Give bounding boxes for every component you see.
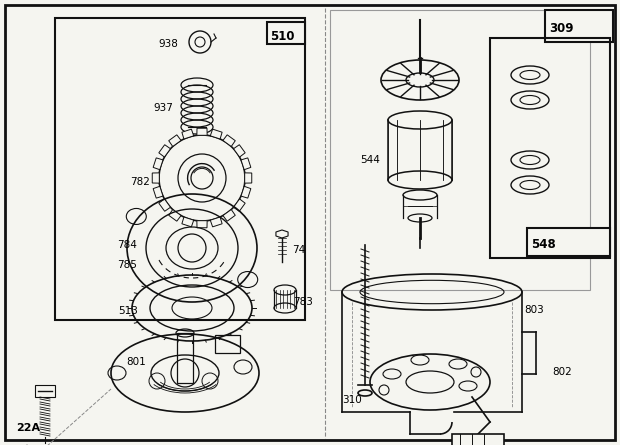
- Polygon shape: [210, 129, 222, 139]
- Polygon shape: [197, 128, 207, 135]
- Bar: [35, 385, 55, 397]
- Text: 310: 310: [342, 395, 361, 405]
- Text: 937: 937: [153, 103, 173, 113]
- Polygon shape: [234, 145, 245, 157]
- Bar: [527, 228, 610, 256]
- Text: 783: 783: [293, 297, 313, 307]
- Bar: [452, 434, 504, 445]
- Polygon shape: [276, 230, 288, 238]
- Text: 801: 801: [126, 357, 146, 367]
- Text: eReplacementParts.com: eReplacementParts.com: [216, 215, 404, 231]
- Text: 802: 802: [552, 367, 572, 377]
- Polygon shape: [182, 129, 193, 139]
- Text: 938: 938: [158, 39, 178, 49]
- Polygon shape: [182, 217, 193, 227]
- Text: 782: 782: [130, 177, 150, 187]
- Polygon shape: [241, 186, 251, 198]
- Polygon shape: [169, 135, 181, 146]
- Polygon shape: [223, 135, 235, 146]
- Text: 785: 785: [117, 260, 137, 270]
- Ellipse shape: [358, 390, 372, 396]
- Bar: [490, 38, 610, 258]
- Text: 548: 548: [531, 238, 556, 251]
- Polygon shape: [153, 186, 163, 198]
- Bar: [55, 18, 305, 320]
- Polygon shape: [197, 221, 207, 228]
- Bar: [267, 22, 305, 44]
- Polygon shape: [169, 210, 181, 221]
- Polygon shape: [153, 173, 159, 183]
- Polygon shape: [234, 199, 245, 211]
- Text: 513: 513: [118, 306, 138, 316]
- Text: 22A: 22A: [16, 423, 40, 433]
- Text: 309: 309: [549, 23, 574, 36]
- Text: 784: 784: [117, 240, 137, 250]
- Polygon shape: [153, 158, 163, 170]
- Polygon shape: [159, 199, 170, 211]
- Bar: [330, 10, 590, 290]
- Polygon shape: [223, 210, 235, 221]
- Polygon shape: [159, 145, 170, 157]
- Text: 803: 803: [524, 305, 544, 315]
- Text: 544: 544: [360, 155, 380, 165]
- Text: 510: 510: [270, 29, 294, 43]
- Polygon shape: [210, 217, 222, 227]
- Polygon shape: [241, 158, 251, 170]
- Polygon shape: [245, 173, 252, 183]
- Bar: [545, 10, 613, 42]
- Text: 74: 74: [292, 245, 305, 255]
- Bar: [177, 333, 193, 383]
